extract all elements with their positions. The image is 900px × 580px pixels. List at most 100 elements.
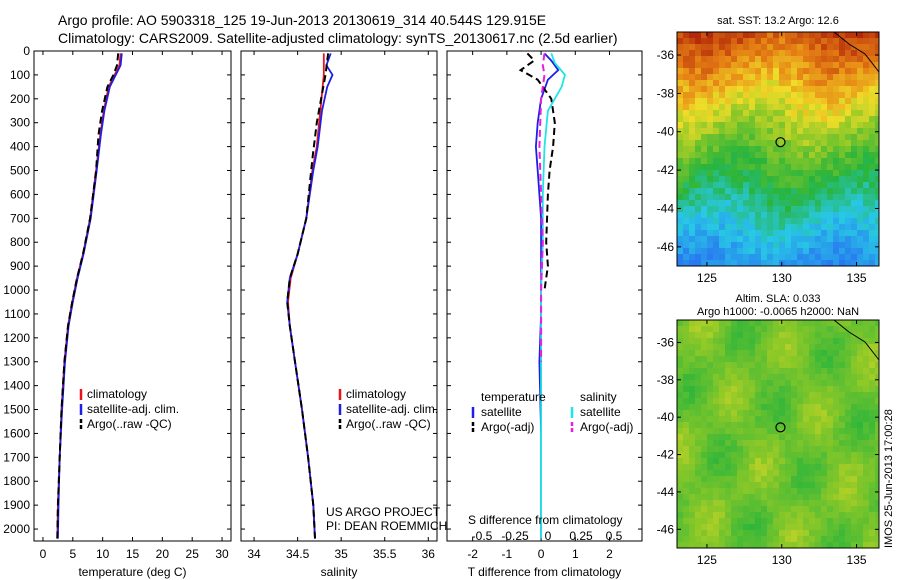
sst_map-field-cell: [851, 230, 858, 237]
sla_map-field-cell: [725, 500, 732, 507]
sst_map-field-cell: [851, 194, 858, 201]
sst_map-field-cell: [719, 38, 726, 45]
sla_map-field-cell: [779, 518, 786, 525]
sst_map-field-cell: [869, 140, 876, 147]
depth-tick-label: 900: [10, 259, 30, 273]
sla_map-field-cell: [785, 452, 792, 459]
sst_map-field-cell: [677, 212, 684, 219]
sla_map-field-cell: [731, 398, 738, 405]
sst_map-field-cell: [695, 218, 702, 225]
sla_map-field-cell: [869, 428, 876, 435]
sla_map-field-cell: [791, 452, 798, 459]
sla_map-field-cell: [875, 368, 880, 375]
sla_map-field-cell: [701, 446, 708, 453]
sst_map-field-cell: [731, 92, 738, 99]
sla_map-field-cell: [845, 416, 852, 423]
sst_map-field-cell: [737, 56, 744, 63]
sla_map-field-cell: [677, 368, 684, 375]
sst_map-field-cell: [749, 110, 756, 117]
sla_map-field-cell: [731, 362, 738, 369]
sst_map-field-cell: [677, 146, 684, 153]
sla_map-field-cell: [677, 386, 684, 393]
sla_map-field-cell: [827, 410, 834, 417]
sla_map-field-cell: [749, 350, 756, 357]
sst_map-field-cell: [851, 146, 858, 153]
sst_map-field-cell: [749, 104, 756, 111]
sst_map-field-cell: [761, 236, 768, 243]
sst_map-field-cell: [863, 218, 870, 225]
sla_map-field-cell: [695, 356, 702, 363]
sst_map-field-cell: [683, 128, 690, 135]
sst_map-field-cell: [851, 200, 858, 207]
sst_map-field-cell: [707, 194, 714, 201]
sla_map-field-cell: [719, 326, 726, 333]
sst_map-field-cell: [773, 188, 780, 195]
sla_map-field-cell: [779, 386, 786, 393]
sla_map-field-cell: [845, 488, 852, 495]
sst_map-field-cell: [791, 50, 798, 57]
sst_map-field-cell: [689, 200, 696, 207]
sst_map-field-cell: [749, 32, 756, 39]
sst_map-field-cell: [749, 50, 756, 57]
sla_map-field-cell: [689, 440, 696, 447]
sla_map-field-cell: [797, 386, 804, 393]
sla_map-field-cell: [821, 350, 828, 357]
sla_map-field-cell: [809, 380, 816, 387]
sla_map-field-cell: [707, 404, 714, 411]
sla_map-field-cell: [875, 530, 880, 537]
sla_map-field-cell: [701, 530, 708, 537]
sla_map-field-cell: [743, 494, 750, 501]
temperature-x-tick-label: 0: [40, 547, 47, 561]
sla_map-field-cell: [827, 440, 834, 447]
sla_map-field-cell: [761, 536, 768, 543]
sla_map-field-cell: [863, 446, 870, 453]
sst_map-field-cell: [863, 206, 870, 213]
sst_map-field-cell: [845, 68, 852, 75]
sst_map-field-cell: [791, 98, 798, 105]
sla_map-field-cell: [773, 524, 780, 531]
sla_map-field-cell: [779, 530, 786, 537]
sst_map-field-cell: [689, 236, 696, 243]
sst_map-field-cell: [695, 230, 702, 237]
sst_map-field-cell: [809, 44, 816, 51]
sla_map-field-cell: [863, 404, 870, 411]
sst_map-field-cell: [851, 38, 858, 45]
sla_map-field-cell: [797, 374, 804, 381]
sla_map-field-cell: [695, 404, 702, 411]
sla_map-field-cell: [863, 356, 870, 363]
sla_map-field-cell: [863, 518, 870, 525]
sst_map-field-cell: [761, 248, 768, 255]
sst_map-field-cell: [707, 146, 714, 153]
sst_map-field-cell: [683, 182, 690, 189]
sla_map-field-cell: [725, 446, 732, 453]
depth-tick-label: 100: [10, 68, 30, 82]
sst_map-field-cell: [845, 206, 852, 213]
sst_map-field-cell: [863, 80, 870, 87]
sst_map-field-cell: [773, 254, 780, 261]
sla_map-field-cell: [845, 386, 852, 393]
difference-top-axis-label: S difference from climatology: [468, 513, 623, 527]
sst_map-field-cell: [875, 158, 880, 165]
sla_map-field-cell: [749, 434, 756, 441]
sla_map-field-cell: [821, 416, 828, 423]
sla_map-field-cell: [749, 398, 756, 405]
sla_map-field-cell: [683, 392, 690, 399]
sla_map-field-cell: [755, 422, 762, 429]
sla_map-field-cell: [839, 500, 846, 507]
sst_map-field-cell: [755, 248, 762, 255]
sst_map-field-cell: [791, 212, 798, 219]
sst_map-field-cell: [875, 146, 880, 153]
sla_map-field-cell: [869, 452, 876, 459]
sla_map-field-cell: [857, 524, 864, 531]
sst_map-field-cell: [713, 68, 720, 75]
sla_map-field-cell: [809, 446, 816, 453]
sla_map-field-cell: [839, 356, 846, 363]
depth-tick-label: 1300: [3, 355, 30, 369]
sst_map-field-cell: [701, 254, 708, 261]
sst_map-field-cell: [857, 140, 864, 147]
sst_map-field-cell: [827, 242, 834, 249]
sla_map-field-cell: [833, 446, 840, 453]
sla_map-field-cell: [797, 446, 804, 453]
sst_map-field-cell: [713, 248, 720, 255]
sla_map-field-cell: [689, 446, 696, 453]
